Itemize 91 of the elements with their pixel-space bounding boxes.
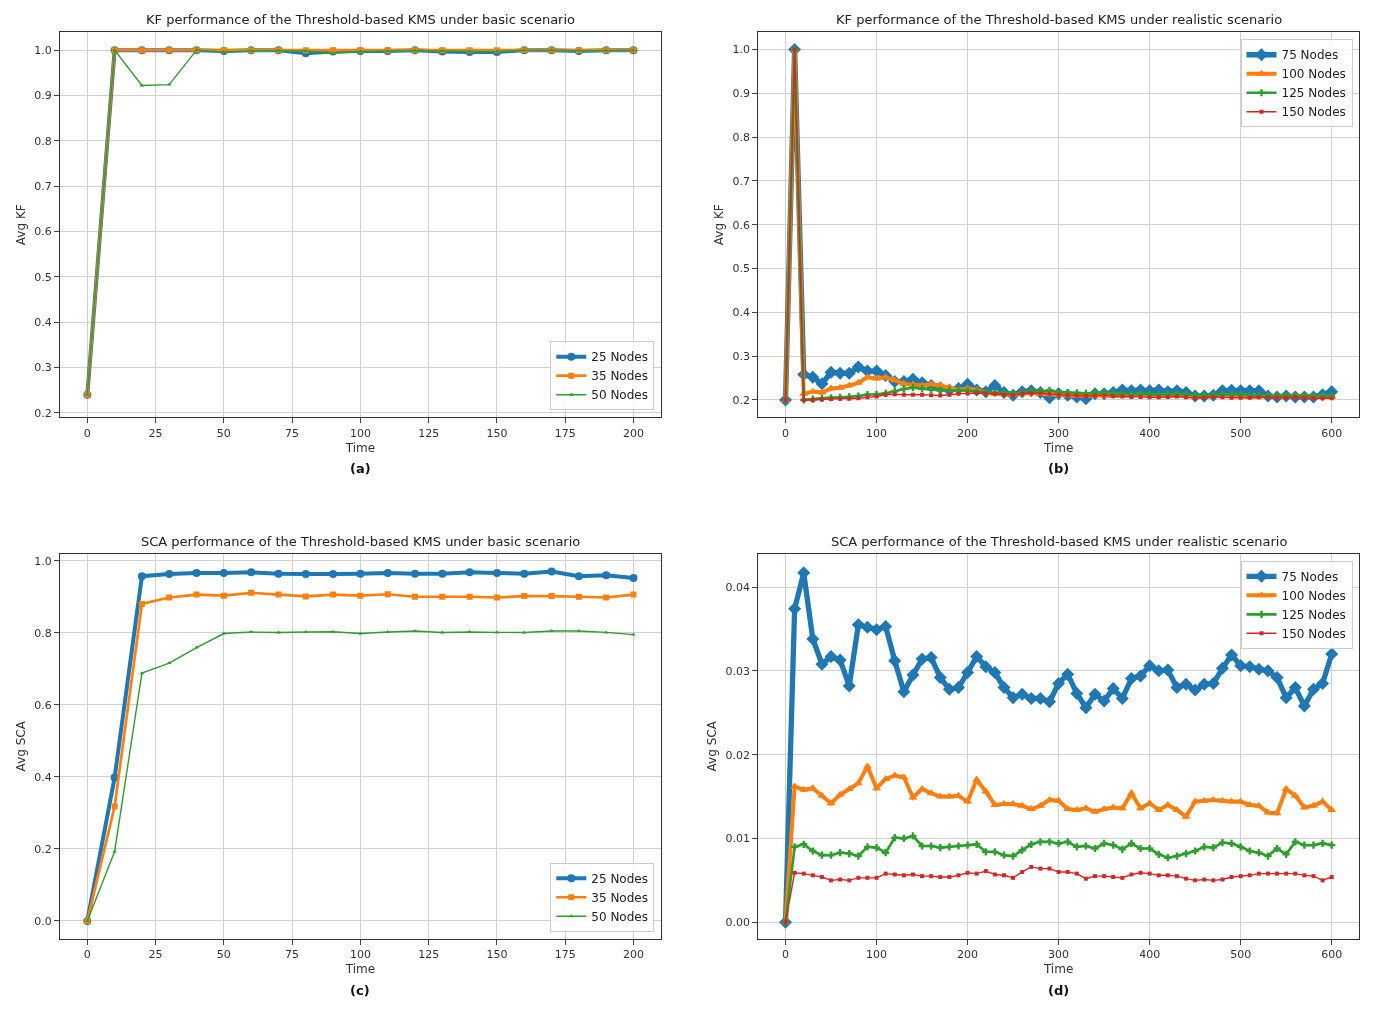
y-tick-label: 0.00 bbox=[725, 916, 751, 930]
x-tick-label: 25 bbox=[148, 948, 163, 962]
y-tick-label: 0.8 bbox=[732, 130, 751, 144]
y-tick-label: 1.0 bbox=[732, 43, 751, 57]
y-tick-label: 0.03 bbox=[725, 664, 751, 678]
text: (b) bbox=[1048, 461, 1070, 476]
x-axis-title: Time bbox=[1042, 962, 1074, 977]
legend-label: 150 Nodes bbox=[1281, 105, 1346, 120]
y-tick-label: 0.01 bbox=[725, 832, 751, 846]
legend-label: 35 Nodes bbox=[591, 369, 648, 384]
x-tick-label: 0 bbox=[83, 426, 91, 440]
x-tick-label: 100 bbox=[349, 948, 371, 962]
legend-label: 25 Nodes bbox=[591, 871, 648, 886]
y-tick-label: 0.2 bbox=[34, 406, 52, 420]
x-tick-label: 400 bbox=[1139, 948, 1161, 962]
legend-label: 25 Nodes bbox=[591, 350, 648, 365]
y-tick-label: 0.5 bbox=[732, 262, 751, 276]
legend-label: 35 Nodes bbox=[591, 890, 648, 905]
x-tick-label: 100 bbox=[349, 426, 371, 440]
x-axis-title: Time bbox=[1042, 440, 1074, 455]
x-tick-label: 0 bbox=[83, 948, 91, 962]
x-tick-label: 150 bbox=[486, 426, 508, 440]
x-tick-label: 175 bbox=[554, 948, 576, 962]
x-tick-label: 75 bbox=[285, 948, 300, 962]
y-tick-label: 0.9 bbox=[34, 89, 52, 103]
legend-label: 100 Nodes bbox=[1281, 67, 1346, 82]
y-tick-label: 0.02 bbox=[725, 748, 751, 762]
x-tick-label: 200 bbox=[957, 426, 979, 440]
y-tick-label: 0.5 bbox=[34, 270, 52, 284]
y-tick-label: 0.3 bbox=[732, 350, 751, 363]
x-tick-label: 200 bbox=[957, 948, 979, 962]
text: (c) bbox=[350, 983, 370, 998]
x-tick-label: 75 bbox=[285, 426, 300, 440]
x-tick-label: 0 bbox=[782, 426, 790, 440]
y-tick-label: 0.6 bbox=[732, 218, 751, 232]
y-tick-label: 0.2 bbox=[732, 393, 751, 407]
y-tick-label: 0.04 bbox=[725, 580, 751, 594]
y-tick-label: 0.0 bbox=[34, 914, 52, 928]
y-tick-label: 0.4 bbox=[34, 770, 52, 784]
y-axis-title: Avg SCA bbox=[704, 720, 719, 772]
y-tick-label: 0.8 bbox=[34, 626, 52, 640]
legend-label: 75 Nodes bbox=[1281, 48, 1339, 63]
chart-title: KF performance of the Threshold-based KMS under basic scenario bbox=[146, 12, 576, 27]
x-tick-label: 150 bbox=[486, 948, 508, 962]
y-tick-label: 0.6 bbox=[34, 225, 52, 239]
y-tick-label: 0.3 bbox=[34, 361, 52, 375]
y-tick-label: 0.9 bbox=[732, 87, 751, 101]
legend-label: 50 Nodes bbox=[591, 388, 648, 403]
legend-label: 150 Nodes bbox=[1281, 626, 1346, 641]
y-tick-label: 0.7 bbox=[732, 174, 751, 188]
x-tick-label: 500 bbox=[1230, 948, 1252, 962]
x-tick-label: 0 bbox=[782, 948, 790, 962]
x-tick-label: 100 bbox=[866, 948, 888, 962]
x-tick-label: 600 bbox=[1321, 948, 1343, 962]
x-tick-label: 600 bbox=[1321, 426, 1343, 440]
y-tick-label: 0.6 bbox=[34, 698, 52, 712]
y-tick-label: 0.2 bbox=[34, 842, 52, 856]
x-tick-label: 200 bbox=[622, 948, 644, 962]
x-tick-label: 500 bbox=[1230, 426, 1252, 440]
y-axis-title: Avg KF bbox=[13, 204, 28, 246]
x-tick-label: 400 bbox=[1139, 426, 1161, 440]
y-tick-label: 0.4 bbox=[34, 316, 52, 330]
chart-title: SCA performance of the Threshold-based KMS under basic scenario bbox=[141, 534, 581, 549]
x-tick-label: 125 bbox=[418, 948, 440, 962]
x-tick-label: 50 bbox=[216, 426, 231, 440]
y-axis-title: Avg SCA bbox=[13, 720, 28, 772]
x-tick-label: 125 bbox=[418, 426, 440, 440]
text: (a) bbox=[350, 461, 371, 476]
x-tick-label: 50 bbox=[216, 948, 231, 962]
legend-label: 75 Nodes bbox=[1281, 569, 1339, 584]
legend-label: 50 Nodes bbox=[591, 909, 648, 924]
legend-label: 125 Nodes bbox=[1281, 607, 1346, 622]
x-axis-title: Time bbox=[344, 440, 376, 455]
legend-label: 100 Nodes bbox=[1281, 588, 1346, 603]
x-tick-label: 300 bbox=[1048, 426, 1070, 440]
y-axis-title: Avg KF bbox=[711, 204, 726, 246]
chart-title: KF performance of the Threshold-based KMS under realistic scenario bbox=[836, 12, 1283, 27]
x-tick-label: 100 bbox=[866, 426, 888, 440]
x-axis-title: Time bbox=[344, 962, 376, 977]
y-tick-label: 0.7 bbox=[34, 180, 52, 194]
y-tick-label: 1.0 bbox=[34, 554, 52, 568]
legend-label: 125 Nodes bbox=[1281, 86, 1346, 101]
text: (d) bbox=[1048, 983, 1070, 998]
y-tick-label: 0.4 bbox=[732, 306, 751, 320]
x-tick-label: 175 bbox=[554, 426, 576, 440]
x-tick-label: 25 bbox=[148, 426, 163, 440]
x-tick-label: 200 bbox=[622, 426, 644, 440]
chart-title: SCA performance of the Threshold-based KMS under realistic scenario bbox=[831, 534, 1288, 549]
y-tick-label: 1.0 bbox=[34, 43, 52, 57]
y-tick-label: 0.8 bbox=[34, 134, 52, 148]
x-tick-label: 300 bbox=[1048, 948, 1070, 962]
